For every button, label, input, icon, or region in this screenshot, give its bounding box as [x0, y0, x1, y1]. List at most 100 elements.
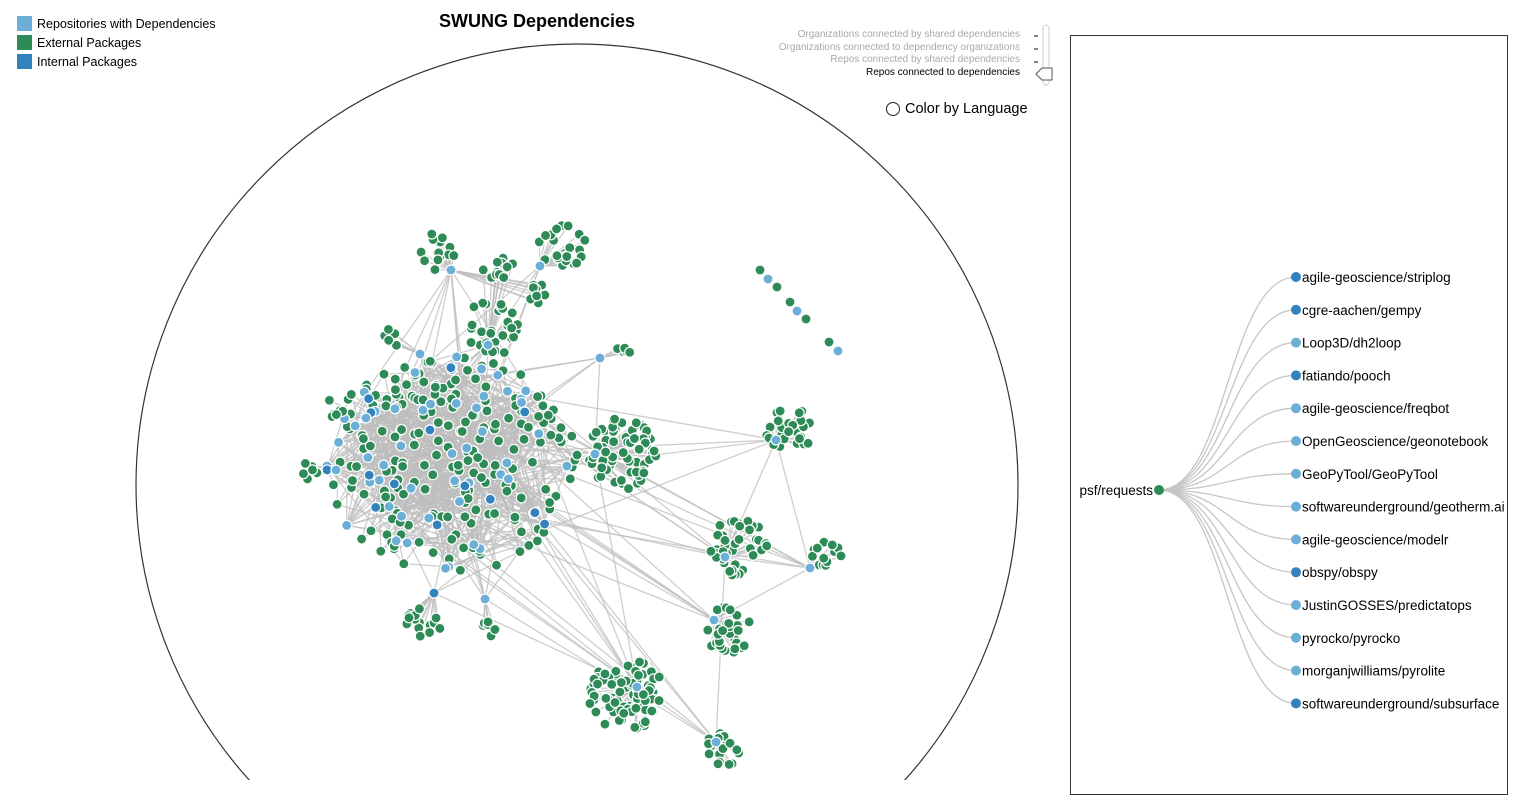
external-node[interactable] [425, 356, 435, 366]
external-node[interactable] [647, 706, 657, 716]
repo-node[interactable] [334, 437, 344, 447]
internal-node[interactable] [432, 520, 442, 530]
external-node[interactable] [400, 362, 410, 372]
tree-child-label[interactable]: agile-geoscience/modelr [1302, 532, 1449, 547]
external-node[interactable] [775, 406, 785, 416]
repo-node[interactable] [792, 306, 802, 316]
tree-child-label[interactable]: agile-geoscience/striplog [1302, 270, 1451, 285]
repo-node[interactable] [391, 536, 401, 546]
repo-node[interactable] [480, 594, 490, 604]
repo-node[interactable] [402, 538, 412, 548]
external-node[interactable] [332, 499, 342, 509]
external-node[interactable] [471, 505, 481, 515]
color-by-language-toggle[interactable]: Color by Language [886, 101, 1028, 117]
external-node[interactable] [490, 460, 500, 470]
external-node[interactable] [357, 534, 367, 544]
repo-node[interactable] [426, 399, 436, 409]
external-node[interactable] [376, 546, 386, 556]
view-slider[interactable] [1034, 24, 1058, 86]
repo-node[interactable] [447, 449, 457, 459]
external-node[interactable] [467, 320, 477, 330]
external-node[interactable] [492, 257, 502, 267]
external-node[interactable] [541, 230, 551, 240]
external-node[interactable] [383, 324, 393, 334]
external-node[interactable] [630, 722, 640, 732]
view-selector[interactable]: Organizations connected by shared depend… [700, 29, 1020, 80]
external-node[interactable] [455, 565, 465, 575]
external-node[interactable] [543, 410, 553, 420]
repo-node[interactable] [406, 483, 416, 493]
repo-node[interactable] [452, 352, 462, 362]
tree-child-node[interactable] [1291, 370, 1301, 380]
repo-node[interactable] [450, 476, 460, 486]
external-node[interactable] [359, 489, 369, 499]
external-node[interactable] [609, 437, 619, 447]
external-node[interactable] [381, 492, 391, 502]
external-node[interactable] [619, 708, 629, 718]
external-node[interactable] [366, 526, 376, 536]
external-node[interactable] [718, 626, 728, 636]
external-node[interactable] [447, 534, 457, 544]
external-node[interactable] [523, 422, 533, 432]
repo-node[interactable] [493, 370, 503, 380]
external-node[interactable] [615, 687, 625, 697]
repo-node[interactable] [483, 340, 493, 350]
external-node[interactable] [498, 330, 508, 340]
external-node[interactable] [625, 347, 635, 357]
external-node[interactable] [377, 426, 387, 436]
repo-node[interactable] [833, 346, 843, 356]
internal-node[interactable] [429, 588, 439, 598]
external-node[interactable] [379, 369, 389, 379]
repo-node[interactable] [477, 364, 487, 374]
external-node[interactable] [755, 265, 765, 275]
external-node[interactable] [476, 473, 486, 483]
tree-root-node[interactable] [1154, 485, 1164, 495]
repo-node[interactable] [462, 443, 472, 453]
external-node[interactable] [430, 382, 440, 392]
external-node[interactable] [712, 605, 722, 615]
external-node[interactable] [516, 370, 526, 380]
repo-node[interactable] [632, 682, 642, 692]
external-node[interactable] [629, 434, 639, 444]
external-node[interactable] [634, 657, 644, 667]
repo-node[interactable] [711, 737, 721, 747]
external-node[interactable] [414, 604, 424, 614]
external-node[interactable] [819, 553, 829, 563]
tree-child-label[interactable]: agile-geoscience/freqbot [1302, 401, 1449, 416]
external-node[interactable] [399, 559, 409, 569]
external-node[interactable] [307, 465, 317, 475]
external-node[interactable] [824, 337, 834, 347]
external-node[interactable] [352, 461, 362, 471]
external-node[interactable] [419, 377, 429, 387]
external-node[interactable] [486, 328, 496, 338]
external-node[interactable] [836, 551, 846, 561]
external-node[interactable] [443, 421, 453, 431]
external-node[interactable] [499, 273, 509, 283]
external-node[interactable] [515, 547, 525, 557]
external-node[interactable] [618, 448, 628, 458]
external-node[interactable] [420, 256, 430, 266]
external-node[interactable] [502, 262, 512, 272]
external-node[interactable] [739, 641, 749, 651]
repo-node[interactable] [720, 552, 730, 562]
repo-node[interactable] [451, 398, 461, 408]
external-node[interactable] [471, 374, 481, 384]
external-node[interactable] [324, 395, 334, 405]
repo-node[interactable] [424, 513, 434, 523]
external-node[interactable] [460, 512, 470, 522]
repo-node[interactable] [502, 386, 512, 396]
external-node[interactable] [534, 411, 544, 421]
external-node[interactable] [490, 419, 500, 429]
external-node[interactable] [431, 613, 441, 623]
external-node[interactable] [600, 669, 610, 679]
external-node[interactable] [491, 560, 501, 570]
repo-node[interactable] [503, 474, 513, 484]
repo-node[interactable] [410, 367, 420, 377]
external-node[interactable] [402, 380, 412, 390]
external-node[interactable] [552, 251, 562, 261]
tree-child-label[interactable]: Loop3D/dh2loop [1302, 336, 1401, 351]
internal-node[interactable] [530, 508, 540, 518]
external-node[interactable] [538, 401, 548, 411]
external-node[interactable] [601, 447, 611, 457]
external-node[interactable] [435, 623, 445, 633]
